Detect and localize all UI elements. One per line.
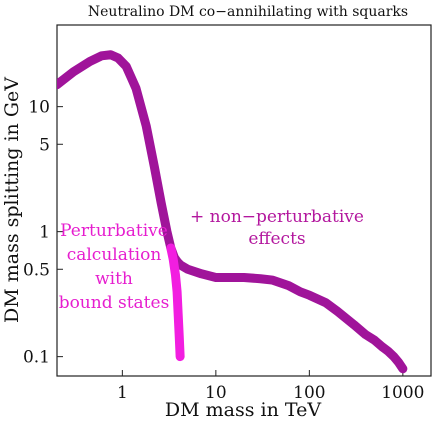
series-group [57, 50, 408, 374]
x-tick-label: 100 [293, 383, 325, 403]
y-axis-label: DM mass splitting in GeV [1, 77, 23, 323]
y-tick-label: 0.1 [23, 348, 50, 368]
y-tick-label: 5 [39, 135, 50, 155]
x-axis-label: DM mass in TeV [165, 399, 321, 421]
x-tick-label: 10 [205, 383, 227, 403]
annotations: Perturbative calculation with bound states +… [59, 207, 364, 313]
y-tick-label: 1 [39, 223, 50, 243]
y-tick-label: 10 [28, 98, 50, 118]
plot-frame [56, 24, 432, 377]
annotation-non-perturbative: + non−perturbative effects [190, 207, 364, 249]
annotation-perturbative: Perturbative calculation with bound states [59, 221, 170, 313]
axis-ticks: 1 10 100 1000 0.1 0.5 1 5 10 [23, 98, 425, 403]
chart-title: Neutralino DM co−annihilating with squar… [88, 4, 408, 20]
series-line-perturbative [166, 243, 185, 362]
y-tick-label: 0.5 [23, 260, 50, 280]
x-tick-label: 1000 [381, 383, 424, 403]
series-line-full [57, 50, 408, 374]
x-tick-label: 1 [117, 383, 128, 403]
